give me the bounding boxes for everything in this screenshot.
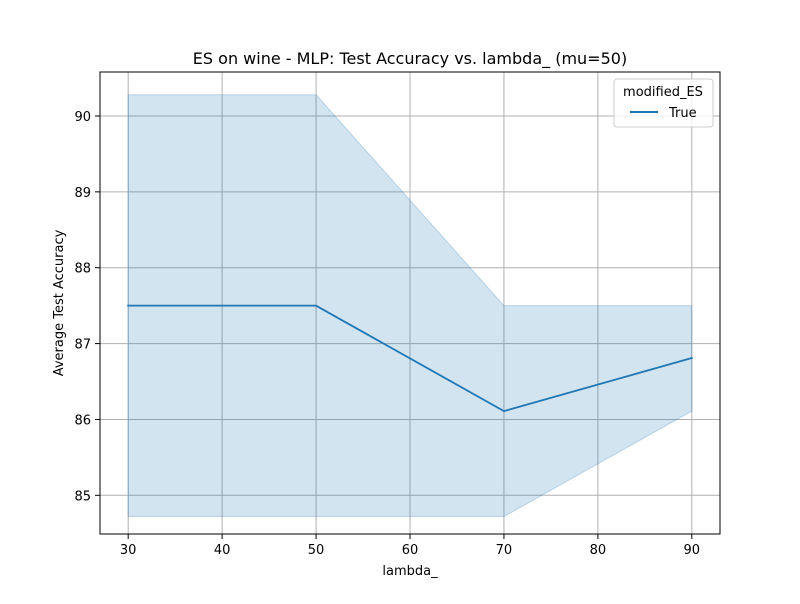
x-tick-label: 60 [402, 543, 419, 558]
legend-title: modified_ES [623, 85, 703, 100]
x-tick-label: 70 [496, 543, 513, 558]
data-point [503, 410, 505, 413]
confidence-band-layer [127, 94, 693, 518]
x-tick-label: 40 [214, 543, 231, 558]
series-line-true [127, 304, 693, 413]
grid-lines [100, 72, 720, 534]
series-line-layer [127, 304, 693, 413]
y-tick-label: 86 [74, 413, 91, 428]
data-point [127, 304, 130, 307]
y-tick-label: 89 [74, 186, 91, 201]
y-tick-label: 87 [74, 338, 91, 353]
legend: modified_ES True [613, 78, 714, 128]
confidence-band [127, 94, 693, 518]
x-tick-label: 30 [120, 543, 137, 558]
x-tick-label: 90 [684, 543, 701, 558]
legend-label-true: True [668, 106, 697, 121]
y-axis-ticks: 85 86 87 88 89 90 [74, 110, 100, 504]
x-tick-label: 50 [308, 543, 325, 558]
x-tick-label: 80 [590, 543, 607, 558]
x-axis-label: lambda_ [382, 564, 438, 579]
data-point [690, 357, 693, 359]
y-axis-label: Average Test Accuracy [52, 229, 67, 376]
y-tick-label: 88 [74, 262, 91, 277]
x-axis-ticks: 30 40 50 60 70 80 90 [120, 534, 700, 558]
chart-title: ES on wine - MLP: Test Accuracy vs. lamb… [193, 49, 627, 69]
legend-box [613, 78, 714, 128]
y-tick-label: 90 [74, 110, 91, 125]
data-point [315, 304, 317, 307]
y-tick-label: 85 [74, 489, 91, 504]
